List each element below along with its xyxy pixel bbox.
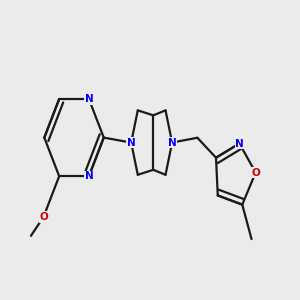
Text: O: O [251, 167, 260, 178]
Text: N: N [85, 171, 93, 181]
Text: N: N [85, 94, 93, 104]
Text: O: O [39, 212, 48, 222]
Text: N: N [235, 139, 244, 148]
Text: N: N [168, 138, 176, 148]
Text: N: N [127, 138, 136, 148]
